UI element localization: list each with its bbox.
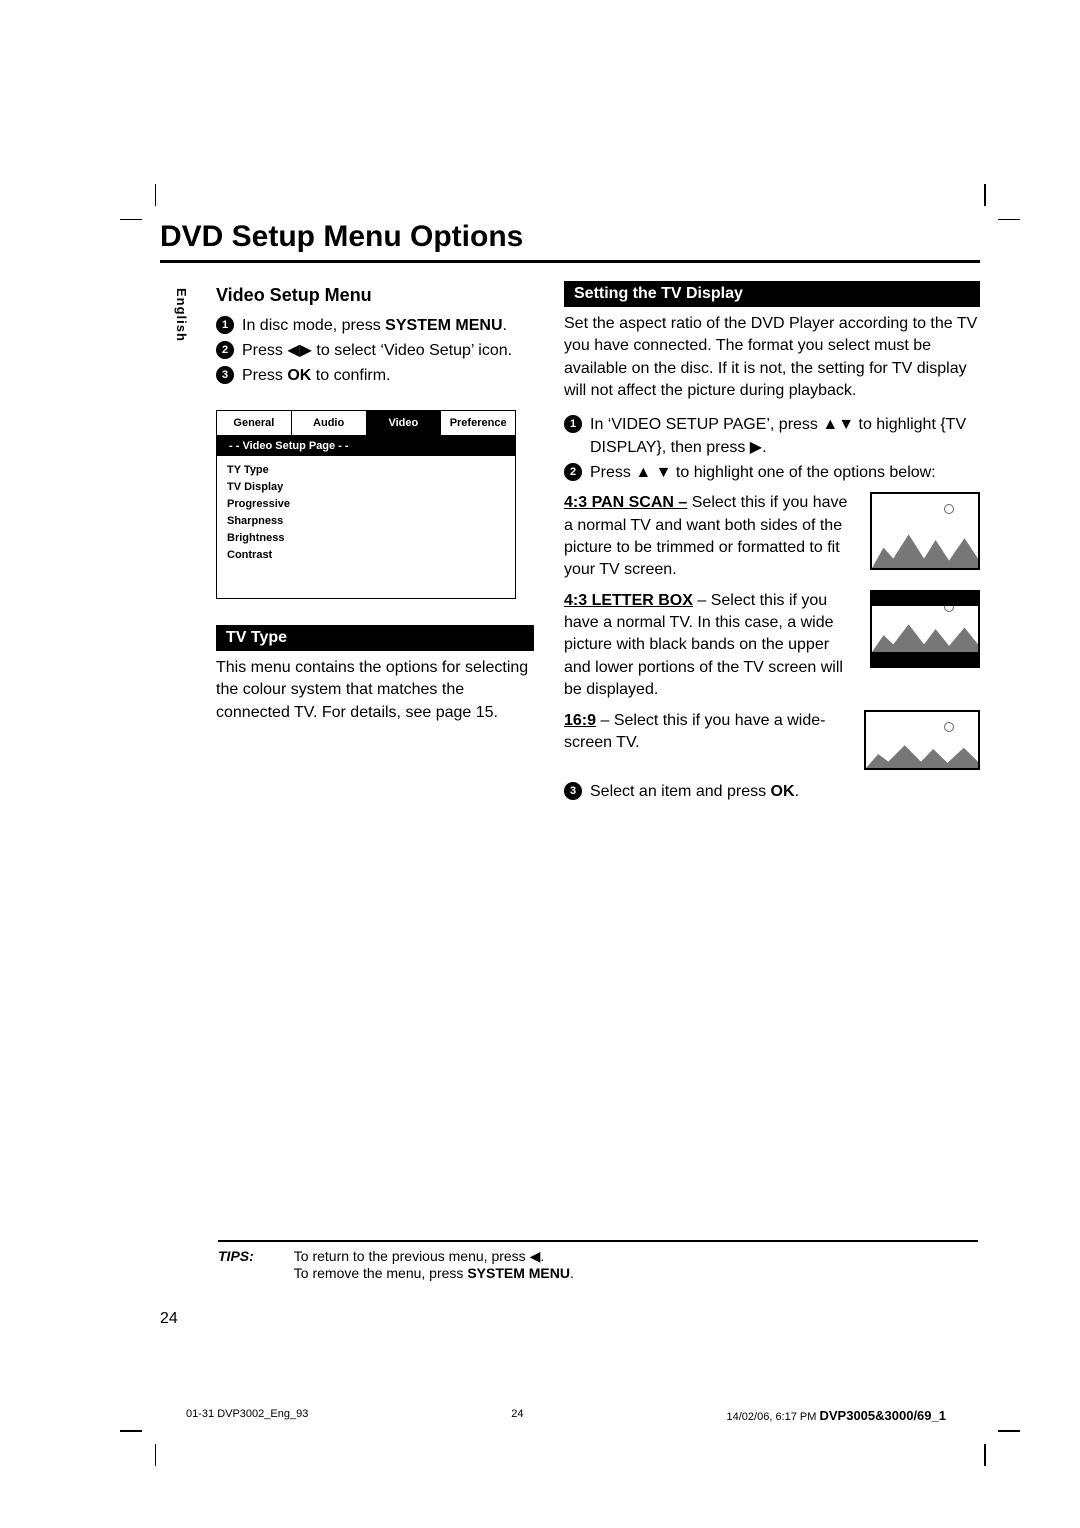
footer-page: 24 — [511, 1408, 523, 1423]
letterbox-bar — [872, 592, 978, 606]
display-option-text: 4:3 LETTER BOX – Select this if you have… — [564, 590, 860, 702]
step-body: In disc mode, press SYSTEM MENU. — [242, 314, 534, 337]
display-option: 4:3 PAN SCAN – Select this if you have a… — [564, 492, 980, 582]
osd-tab: General — [217, 411, 292, 435]
osd-item: Progressive — [227, 496, 505, 513]
osd-tab: Preference — [441, 411, 515, 435]
step-badge: 1 — [216, 316, 234, 334]
osd-item: Sharpness — [227, 513, 505, 530]
crop-mark — [120, 184, 156, 220]
osd-item: TV Display — [227, 479, 505, 496]
step-body: Press OK to confirm. — [242, 364, 534, 387]
step-badge: 2 — [216, 341, 234, 359]
tv-thumb — [870, 590, 980, 668]
display-option: 4:3 LETTER BOX – Select this if you have… — [564, 590, 980, 702]
tips-label: TIPS: — [218, 1248, 254, 1281]
tv-type-bar: TV Type — [216, 625, 534, 651]
osd-tab: Audio — [292, 411, 367, 435]
display-option-text: 16:9 – Select this if you have a wide-sc… — [564, 710, 854, 755]
tips-body: To return to the previous menu, press ◀.… — [294, 1248, 574, 1281]
step-badge: 3 — [564, 782, 582, 800]
footer-file: 01-31 DVP3002_Eng_93 — [186, 1408, 308, 1423]
osd-tab: Video — [367, 411, 442, 435]
footer: 01-31 DVP3002_Eng_93 24 14/02/06, 6:17 P… — [186, 1408, 946, 1423]
step-badge: 3 — [216, 366, 234, 384]
title-rule — [160, 260, 980, 263]
footer-right: 14/02/06, 6:17 PM DVP3005&3000/69_1 — [727, 1408, 946, 1423]
page-number: 24 — [160, 1310, 178, 1328]
step-body: Press ◀▶ to select ‘Video Setup’ icon. — [242, 339, 534, 362]
step-badge: 2 — [564, 463, 582, 481]
tv-thumb — [864, 710, 980, 770]
crop-mark — [120, 1430, 156, 1466]
crop-mark — [984, 184, 1020, 220]
osd-subheading: - - Video Setup Page - - — [217, 436, 515, 456]
step-line: 2 Press ◀▶ to select ‘Video Setup’ icon. — [216, 339, 534, 362]
mountain-icon — [866, 730, 978, 768]
mountain-icon — [872, 512, 978, 568]
step-line: 1 In disc mode, press SYSTEM MENU. — [216, 314, 534, 337]
step-body: Press ▲ ▼ to highlight one of the option… — [590, 461, 980, 484]
tips-box: TIPS: To return to the previous menu, pr… — [218, 1240, 978, 1281]
tv-display-bar: Setting the TV Display — [564, 281, 980, 307]
right-column: Setting the TV Display Set the aspect ra… — [564, 281, 980, 805]
letterbox-bar — [872, 652, 978, 666]
osd-item: TY Type — [227, 462, 505, 479]
tv-thumb — [870, 492, 980, 570]
step-body: In ‘VIDEO SETUP PAGE’, press ▲▼ to highl… — [590, 413, 980, 459]
step-line: 3 Select an item and press OK. — [564, 780, 980, 803]
display-option: 16:9 – Select this if you have a wide-sc… — [564, 710, 980, 770]
tv-display-intro: Set the aspect ratio of the DVD Player a… — [564, 313, 980, 403]
osd-item: Contrast — [227, 547, 505, 564]
display-option-text: 4:3 PAN SCAN – Select this if you have a… — [564, 492, 860, 582]
mountain-icon — [872, 606, 978, 652]
page-content: DVD Setup Menu Options Video Setup Menu … — [160, 220, 980, 805]
tips-rule — [218, 1240, 978, 1242]
osd-item: Brightness — [227, 530, 505, 547]
crop-mark — [984, 1430, 1020, 1466]
step-line: 2 Press ▲ ▼ to highlight one of the optio… — [564, 461, 980, 484]
step-badge: 1 — [564, 415, 582, 433]
page-title: DVD Setup Menu Options — [160, 220, 980, 254]
video-setup-heading: Video Setup Menu — [216, 285, 534, 306]
step-body: Select an item and press OK. — [590, 780, 980, 803]
left-column: Video Setup Menu 1 In disc mode, press SY… — [160, 281, 534, 805]
step-line: 1 In ‘VIDEO SETUP PAGE’, press ▲▼ to high… — [564, 413, 980, 459]
tv-type-body: This menu contains the options for selec… — [216, 657, 534, 724]
osd-menu-preview: GeneralAudioVideoPreference - - Video Se… — [216, 410, 516, 599]
step-line: 3 Press OK to confirm. — [216, 364, 534, 387]
